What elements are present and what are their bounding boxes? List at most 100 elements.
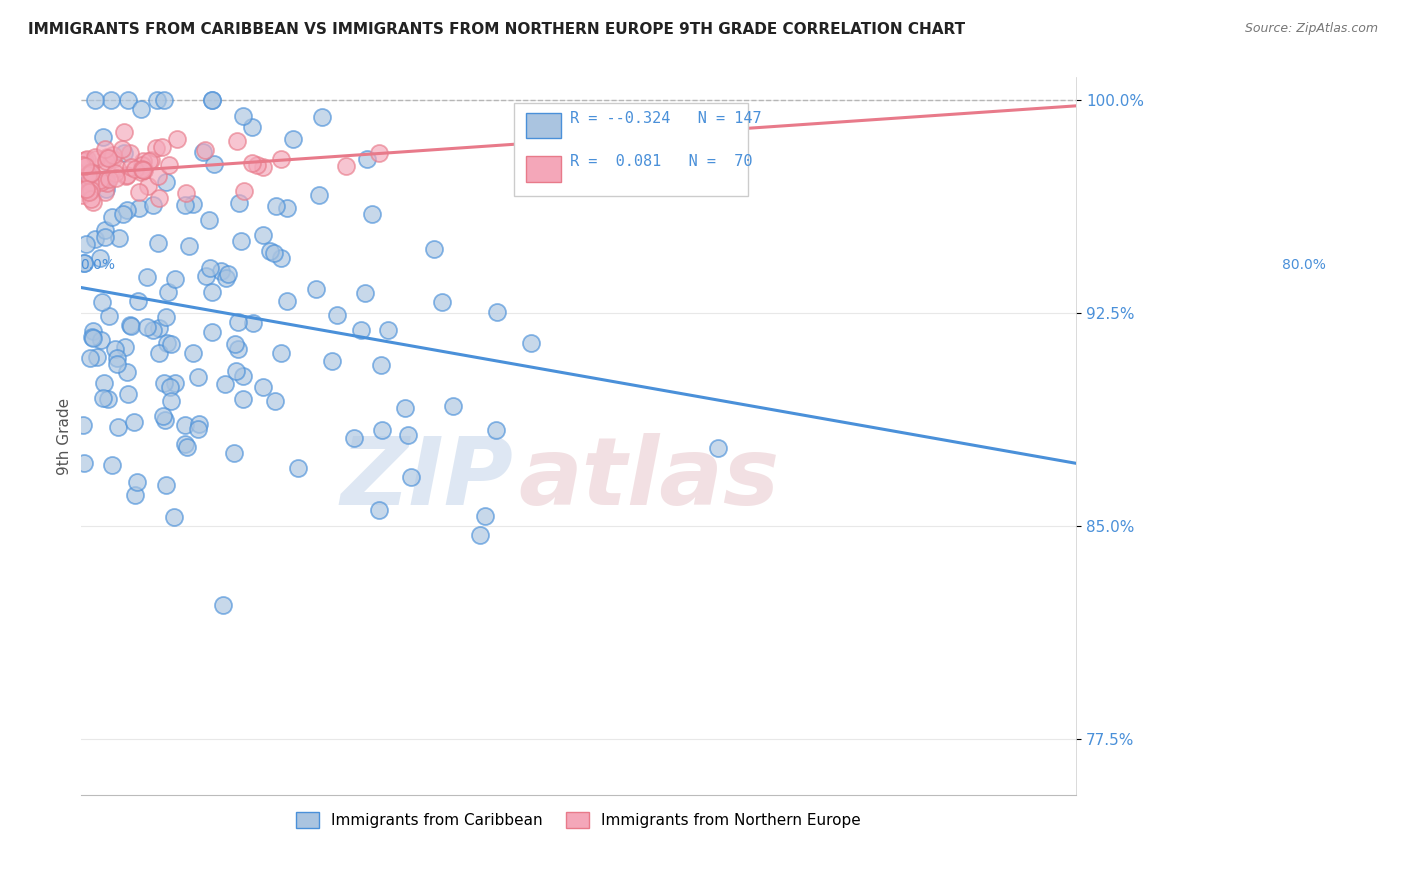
Point [86, 350, 108, 364]
Point [270, 251, 292, 265]
Point [98, 310, 121, 324]
Point [153, 93, 176, 107]
Point [356, 152, 378, 166]
Point [162, 510, 184, 524]
Point [394, 401, 416, 415]
Point [142, 198, 165, 212]
Text: R =  0.081   N =  70: R = 0.081 N = 70 [571, 154, 754, 169]
Point [212, 599, 235, 613]
Text: atlas: atlas [519, 434, 780, 525]
Point [118, 318, 141, 332]
Point [193, 145, 215, 159]
Point [159, 393, 181, 408]
Point [101, 458, 124, 472]
Point [153, 413, 176, 427]
Point [252, 380, 274, 394]
Point [156, 335, 179, 350]
Point [252, 161, 274, 175]
Point [136, 319, 159, 334]
Point [281, 132, 304, 146]
Point [153, 376, 176, 390]
Point [84, 150, 107, 164]
Point [240, 120, 263, 135]
Point [90, 175, 112, 189]
Point [194, 143, 217, 157]
Point [80, 166, 103, 180]
Text: IMMIGRANTS FROM CARIBBEAN VS IMMIGRANTS FROM NORTHERN EUROPE 9TH GRADE CORRELATI: IMMIGRANTS FROM CARIBBEAN VS IMMIGRANTS … [28, 22, 966, 37]
Point [148, 236, 170, 251]
Point [183, 345, 205, 359]
Point [155, 477, 177, 491]
Point [115, 168, 138, 182]
Point [485, 305, 508, 319]
Point [188, 417, 211, 432]
Point [187, 422, 209, 436]
Point [90, 295, 112, 310]
Point [72, 178, 94, 193]
Point [80, 329, 103, 343]
Point [112, 146, 135, 161]
Point [80, 183, 103, 197]
Text: Source: ZipAtlas.com: Source: ZipAtlas.com [1244, 22, 1378, 36]
Point [485, 423, 508, 437]
Point [200, 285, 222, 299]
Point [84, 152, 107, 166]
Point [79, 167, 101, 181]
Point [104, 342, 127, 356]
Point [174, 417, 197, 432]
Point [520, 335, 543, 350]
Point [117, 93, 139, 107]
Point [107, 420, 129, 434]
Point [209, 264, 232, 278]
Point [148, 190, 170, 204]
Point [73, 456, 96, 470]
Point [232, 109, 254, 123]
Point [83, 173, 105, 187]
Point [367, 503, 389, 517]
Point [157, 158, 180, 172]
Point [105, 161, 128, 175]
Point [252, 228, 274, 243]
Point [76, 182, 98, 196]
Point [335, 159, 357, 173]
Point [125, 475, 148, 489]
Point [98, 172, 121, 186]
Point [371, 423, 394, 437]
Point [217, 267, 239, 281]
Point [232, 368, 254, 383]
Point [176, 440, 198, 454]
Point [101, 152, 124, 166]
Point [232, 392, 254, 406]
Point [311, 111, 333, 125]
Point [115, 365, 138, 379]
Point [127, 294, 149, 309]
Point [173, 198, 195, 212]
Point [114, 340, 136, 354]
Point [370, 358, 392, 372]
Point [187, 369, 209, 384]
FancyBboxPatch shape [513, 103, 748, 196]
Point [377, 324, 399, 338]
Point [353, 285, 375, 300]
Point [215, 271, 238, 285]
Point [94, 223, 117, 237]
Point [115, 169, 138, 183]
Point [93, 142, 115, 156]
Point [276, 293, 298, 308]
Point [121, 319, 143, 334]
Point [103, 147, 125, 161]
Point [94, 185, 117, 199]
Point [94, 154, 117, 169]
Point [89, 251, 111, 265]
Point [96, 171, 118, 186]
Point [166, 132, 188, 146]
Point [174, 437, 197, 451]
Point [73, 256, 96, 270]
Point [240, 156, 263, 170]
Point [201, 93, 224, 107]
Point [264, 393, 287, 408]
Legend: Immigrants from Caribbean, Immigrants from Northern Europe: Immigrants from Caribbean, Immigrants fr… [290, 806, 868, 834]
Point [138, 153, 160, 168]
Point [134, 163, 156, 178]
Point [163, 376, 186, 390]
